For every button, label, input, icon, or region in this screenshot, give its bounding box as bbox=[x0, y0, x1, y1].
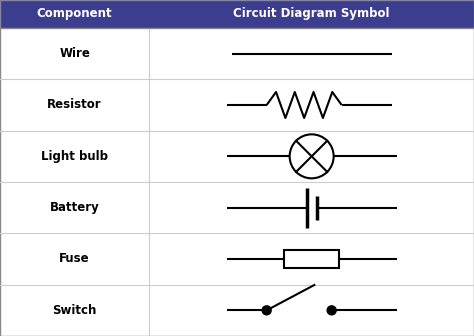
Circle shape bbox=[327, 306, 336, 315]
Text: Battery: Battery bbox=[50, 201, 100, 214]
Bar bbox=[0, 233, 474, 285]
Text: Component: Component bbox=[37, 7, 112, 20]
Bar bbox=[0, 285, 474, 336]
Bar bbox=[0, 0, 474, 28]
Bar bbox=[0, 131, 474, 182]
Text: Wire: Wire bbox=[59, 47, 90, 60]
Text: Fuse: Fuse bbox=[59, 252, 90, 265]
Bar bbox=[0, 182, 474, 233]
Bar bbox=[0, 28, 474, 79]
Bar bbox=[0, 79, 474, 131]
Text: Switch: Switch bbox=[53, 304, 97, 317]
Circle shape bbox=[262, 306, 271, 315]
Text: Resistor: Resistor bbox=[47, 98, 102, 112]
Bar bbox=[284, 250, 339, 268]
Text: Circuit Diagram Symbol: Circuit Diagram Symbol bbox=[233, 7, 390, 20]
Text: Light bulb: Light bulb bbox=[41, 150, 108, 163]
